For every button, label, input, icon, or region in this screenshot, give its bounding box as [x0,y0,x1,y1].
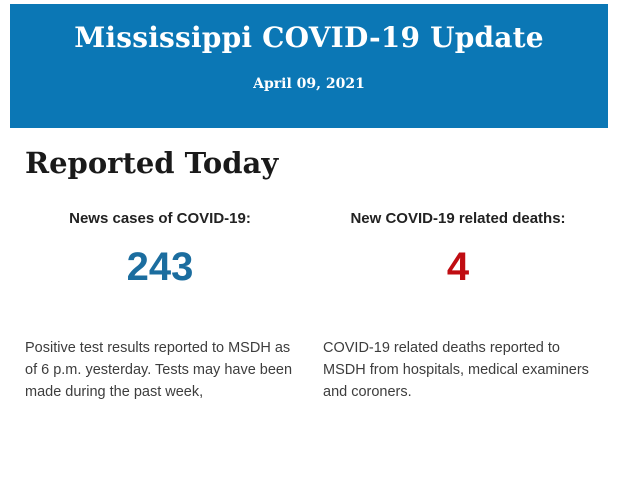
page-title: Mississippi COVID-19 Update [74,21,544,54]
report-date: April 09, 2021 [253,76,365,92]
section-heading: Reported Today [25,146,279,180]
new-deaths-description: COVID-19 related deaths reported to MSDH… [323,339,589,400]
stats-row: News cases of COVID-19: 243 Positive tes… [25,210,595,403]
new-deaths-value: 4 [446,244,470,289]
main-content: Reported Today News cases of COVID-19: 2… [0,128,620,403]
new-deaths-label: New COVID-19 related deaths: [350,209,566,227]
page: Mississippi COVID-19 Update April 09, 20… [0,4,620,483]
header-banner: Mississippi COVID-19 Update April 09, 20… [10,4,608,128]
stat-new-cases: News cases of COVID-19: 243 Positive tes… [25,210,295,403]
new-cases-value: 243 [126,244,194,289]
new-cases-description: Positive test results reported to MSDH a… [25,339,293,400]
stat-new-deaths: New COVID-19 related deaths: 4 COVID-19 … [323,210,593,403]
new-cases-label: News cases of COVID-19: [69,209,251,227]
